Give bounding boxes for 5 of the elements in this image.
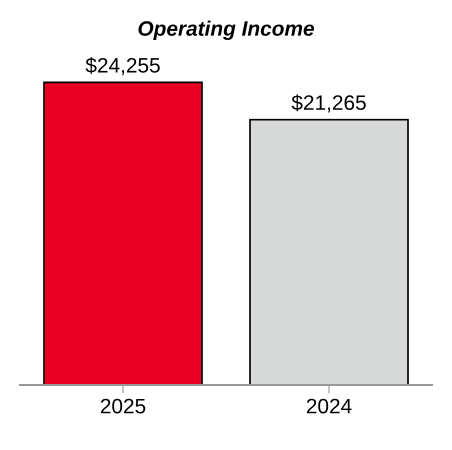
data-label: $24,255 xyxy=(86,57,160,76)
x-tick-label: 2024 xyxy=(306,398,352,414)
chart-title: Operating Income xyxy=(138,20,314,40)
data-label: $21,265 xyxy=(292,94,366,112)
x-tick-label: 2025 xyxy=(100,398,146,414)
